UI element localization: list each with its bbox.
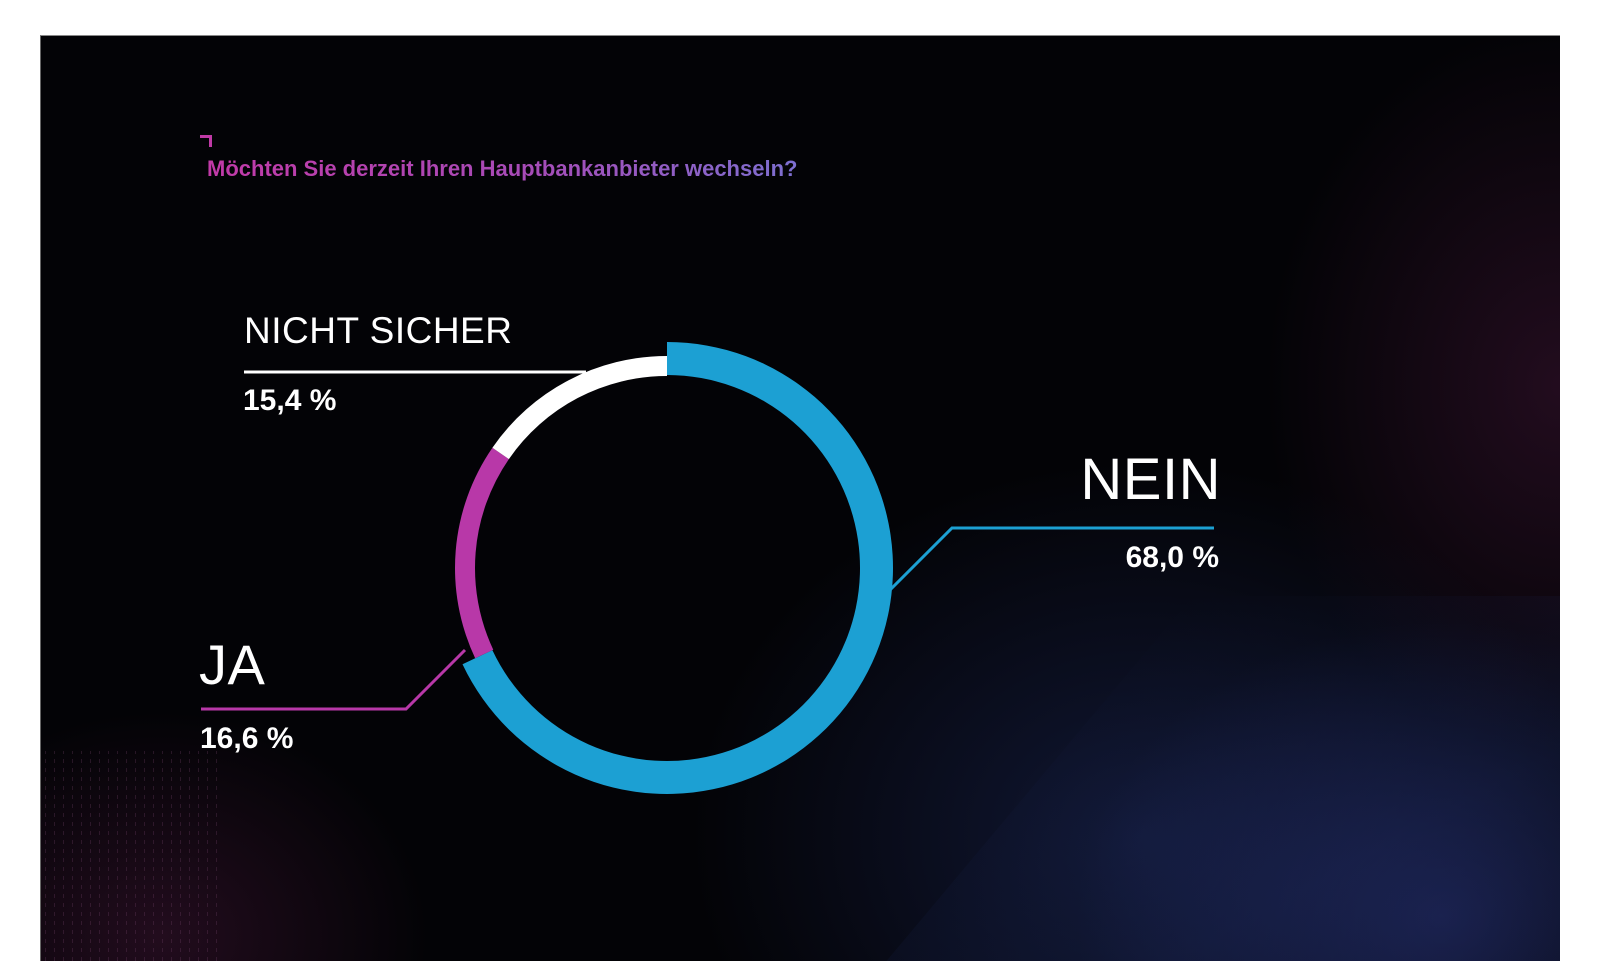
leader-line-ja xyxy=(201,648,467,711)
value-ja: 16,6 % xyxy=(200,722,294,755)
corner-bracket-icon xyxy=(200,135,212,147)
label-nein: NEIN xyxy=(1080,447,1221,512)
donut-segment-nicht-sicher xyxy=(492,356,667,460)
chart-panel: Möchten Sie derzeit Ihren Hauptbankanbie… xyxy=(40,35,1560,961)
donut-chart xyxy=(201,342,1214,794)
value-nein: 68,0 % xyxy=(1125,541,1219,574)
donut-segment-ja xyxy=(454,447,509,659)
value-nicht-sicher: 15,4 % xyxy=(243,384,337,417)
leader-line-nein xyxy=(887,526,1214,593)
dot-pattern-decoration xyxy=(45,751,225,961)
label-ja: JA xyxy=(199,633,266,696)
chart-title: Möchten Sie derzeit Ihren Hauptbankanbie… xyxy=(207,156,798,181)
label-nicht-sicher: NICHT SICHER xyxy=(244,310,513,351)
